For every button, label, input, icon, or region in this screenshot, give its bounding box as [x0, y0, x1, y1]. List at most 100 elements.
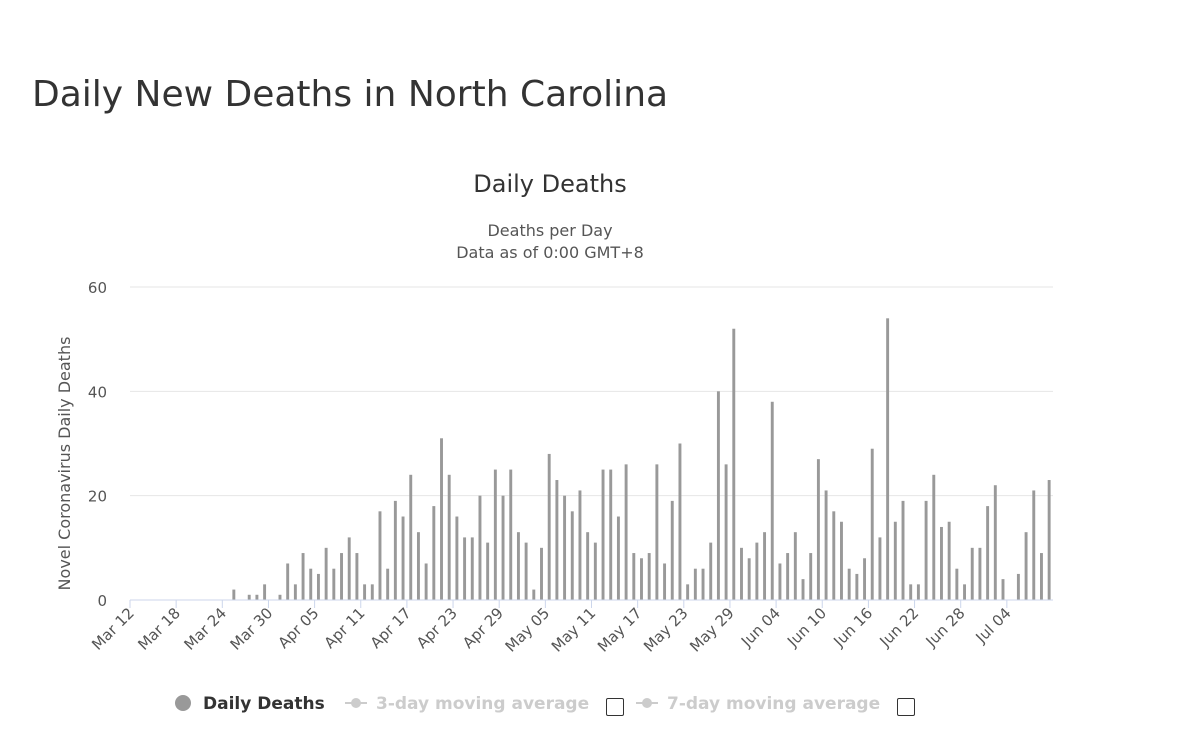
bar[interactable]: [663, 563, 667, 600]
bar[interactable]: [716, 391, 720, 600]
bar[interactable]: [432, 506, 436, 600]
bar[interactable]: [755, 542, 759, 600]
bar[interactable]: [424, 563, 428, 600]
bar[interactable]: [647, 553, 651, 600]
bar[interactable]: [809, 553, 813, 600]
bar[interactable]: [847, 568, 851, 600]
bar[interactable]: [824, 490, 828, 600]
bar[interactable]: [286, 563, 290, 600]
bar[interactable]: [593, 542, 597, 600]
bar[interactable]: [732, 328, 736, 600]
bar[interactable]: [632, 553, 636, 600]
bar[interactable]: [586, 532, 590, 600]
bar[interactable]: [701, 568, 705, 600]
bar[interactable]: [332, 568, 336, 600]
bar[interactable]: [924, 500, 928, 600]
bar[interactable]: [247, 594, 251, 600]
bar[interactable]: [340, 553, 343, 600]
bar[interactable]: [609, 469, 613, 600]
bar[interactable]: [947, 521, 951, 600]
bar[interactable]: [1032, 490, 1036, 600]
bar[interactable]: [978, 547, 982, 600]
bar[interactable]: [878, 537, 882, 600]
ma7-checkbox[interactable]: [897, 698, 915, 716]
bar[interactable]: [532, 589, 536, 600]
bar[interactable]: [986, 506, 990, 600]
bar[interactable]: [324, 547, 328, 600]
bar[interactable]: [293, 584, 297, 600]
bar[interactable]: [547, 453, 551, 600]
bar[interactable]: [516, 532, 520, 600]
bar[interactable]: [870, 448, 874, 600]
bar[interactable]: [655, 464, 659, 600]
bar[interactable]: [963, 584, 966, 600]
bar[interactable]: [263, 584, 267, 600]
bar[interactable]: [278, 594, 282, 600]
bar[interactable]: [578, 490, 582, 600]
bar[interactable]: [563, 495, 567, 600]
bar[interactable]: [470, 537, 474, 600]
bar[interactable]: [601, 469, 605, 600]
bar[interactable]: [770, 401, 774, 600]
bar[interactable]: [893, 521, 897, 600]
bar[interactable]: [624, 464, 628, 600]
bar[interactable]: [786, 553, 790, 600]
bar[interactable]: [763, 532, 767, 600]
bar[interactable]: [455, 516, 459, 600]
bar[interactable]: [940, 526, 943, 600]
bar[interactable]: [724, 464, 728, 600]
bar[interactable]: [670, 500, 674, 600]
bar[interactable]: [816, 459, 820, 600]
bar[interactable]: [501, 495, 505, 600]
bar[interactable]: [678, 443, 682, 601]
bar[interactable]: [686, 584, 690, 600]
bar[interactable]: [832, 511, 836, 600]
bar[interactable]: [540, 547, 543, 600]
bar[interactable]: [1001, 579, 1005, 600]
bar[interactable]: [616, 516, 620, 600]
bar[interactable]: [255, 594, 259, 600]
bar[interactable]: [886, 318, 890, 600]
bar[interactable]: [747, 558, 751, 600]
bar[interactable]: [486, 542, 490, 600]
bar[interactable]: [916, 584, 920, 600]
bar[interactable]: [840, 521, 843, 600]
bar[interactable]: [463, 537, 467, 600]
bar[interactable]: [509, 469, 513, 600]
bar[interactable]: [955, 568, 959, 600]
legend-3day-moving-average[interactable]: 3-day moving average: [376, 694, 590, 714]
bar[interactable]: [1024, 532, 1028, 600]
bar[interactable]: [855, 573, 859, 600]
bar[interactable]: [447, 474, 451, 600]
bar[interactable]: [801, 579, 805, 600]
bar[interactable]: [1047, 480, 1051, 600]
bar[interactable]: [778, 563, 782, 600]
bar[interactable]: [932, 474, 936, 600]
bar[interactable]: [909, 584, 913, 600]
bar[interactable]: [347, 537, 351, 600]
bar[interactable]: [309, 568, 313, 600]
bar[interactable]: [1016, 573, 1020, 600]
bar[interactable]: [993, 485, 997, 600]
bar[interactable]: [416, 532, 420, 600]
bar[interactable]: [386, 568, 390, 600]
bar[interactable]: [901, 500, 905, 600]
bar[interactable]: [440, 438, 443, 600]
bar[interactable]: [693, 568, 697, 600]
legend-7day-moving-average[interactable]: 7-day moving average: [667, 694, 881, 714]
bar[interactable]: [524, 542, 528, 600]
bar[interactable]: [301, 553, 305, 600]
bar[interactable]: [316, 573, 320, 600]
bar[interactable]: [793, 532, 797, 600]
legend-daily-deaths[interactable]: Daily Deaths: [203, 694, 325, 714]
bar[interactable]: [378, 511, 382, 600]
bar[interactable]: [401, 516, 405, 600]
bar[interactable]: [555, 480, 559, 600]
bar[interactable]: [232, 589, 236, 600]
bar[interactable]: [709, 542, 713, 600]
bar[interactable]: [493, 469, 497, 600]
ma3-checkbox[interactable]: [606, 698, 624, 716]
bar[interactable]: [640, 558, 643, 600]
bar[interactable]: [863, 558, 867, 600]
bar[interactable]: [970, 547, 974, 600]
